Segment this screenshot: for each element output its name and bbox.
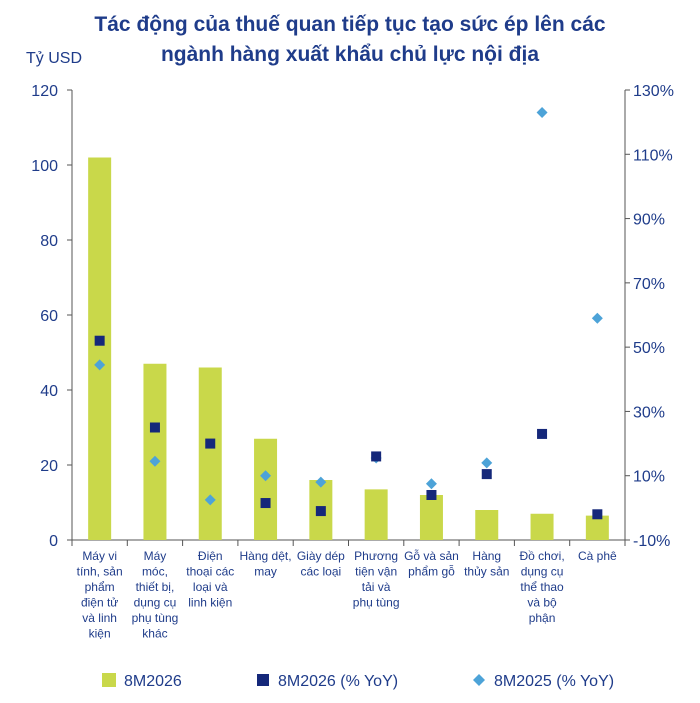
x-tick-label: Hàng dệt, may (240, 549, 292, 579)
bar-8M2026 (364, 489, 388, 540)
y2-tick-label: 130% (633, 83, 674, 100)
y2-tick-label: 50% (633, 340, 665, 357)
x-tick-label: Phương tiện vận tải và phụ tùng (353, 549, 400, 610)
bar-8M2026 (530, 513, 554, 540)
y-tick-label: 0 (49, 533, 58, 550)
bar-8M2026 (419, 495, 443, 540)
bar-8M2026 (198, 367, 222, 540)
square-point (537, 428, 548, 439)
square-point (426, 490, 437, 500)
diamond-point (260, 470, 272, 482)
bar-8M2026 (585, 515, 609, 540)
square-point (94, 335, 105, 346)
y-tick-label: 20 (40, 458, 58, 475)
legend-swatch-bar (102, 673, 116, 687)
legend-label: 8M2026 (124, 673, 182, 690)
legend-label: 8M2026 (% YoY) (278, 673, 398, 690)
diamond-point (591, 312, 603, 324)
y-tick-label: 40 (40, 383, 58, 400)
diamond-point (536, 107, 548, 118)
chart-title-line-2: ngành hàng xuất khẩu chủ lực nội địa (160, 43, 540, 66)
bar-8M2026 (475, 510, 499, 540)
square-point (481, 469, 492, 480)
x-tick-label: Gỗ và sản phẩm gỗ (404, 548, 459, 579)
x-tick-label: Giày dép các loại (297, 549, 345, 579)
square-point (315, 506, 326, 517)
y2-tick-label: 70% (633, 276, 665, 293)
square-point (592, 509, 603, 520)
x-tick-label: Hàng thủy sản (464, 549, 509, 579)
y-tick-label: 120 (31, 83, 58, 100)
square-point (149, 422, 160, 433)
legend-swatch-square (257, 674, 269, 686)
x-tick-label: Máy móc, thiết bị, dụng cụ phụ tùng khác (132, 549, 179, 641)
legend-label: 8M2025 (% YoY) (494, 673, 614, 690)
diamond-point (425, 478, 437, 490)
y-tick-label: 60 (40, 308, 58, 325)
legend-swatch-diamond (473, 674, 485, 686)
x-tick-label: Máy vi tính, sản phẩm điện tử và linh kiện (77, 549, 123, 641)
square-point (260, 498, 271, 509)
y2-tick-label: 110% (633, 147, 673, 164)
bar-8M2026 (88, 157, 112, 540)
bar-8M2026 (254, 438, 278, 540)
y-tick-label: 100 (31, 158, 58, 175)
square-point (205, 438, 216, 449)
y-axis-label: Tỷ USD (26, 50, 82, 67)
x-tick-label: Điện thoại các loại và linh kiện (186, 549, 234, 610)
chart-title: Tác động của thuế quan tiếp tục tạo sức … (0, 10, 700, 70)
y2-tick-label: 90% (633, 212, 665, 229)
chart-title-line-1: Tác động của thuế quan tiếp tục tạo sức … (94, 13, 606, 36)
y2-tick-label: -10% (633, 533, 670, 550)
diamond-point (481, 457, 493, 469)
square-point (371, 451, 382, 462)
diamond-point (204, 494, 216, 506)
x-tick-label: Cà phê (578, 549, 617, 563)
diamond-point (149, 455, 161, 467)
bar-8M2026 (143, 363, 167, 540)
y-tick-label: 80 (40, 233, 58, 250)
x-tick-label: Đồ chơi, dụng cụ thể thao và bộ phận (519, 549, 564, 625)
y2-tick-label: 30% (633, 404, 665, 421)
diamond-point (94, 359, 106, 371)
y2-tick-label: 10% (633, 469, 665, 486)
diamond-point (315, 476, 327, 488)
